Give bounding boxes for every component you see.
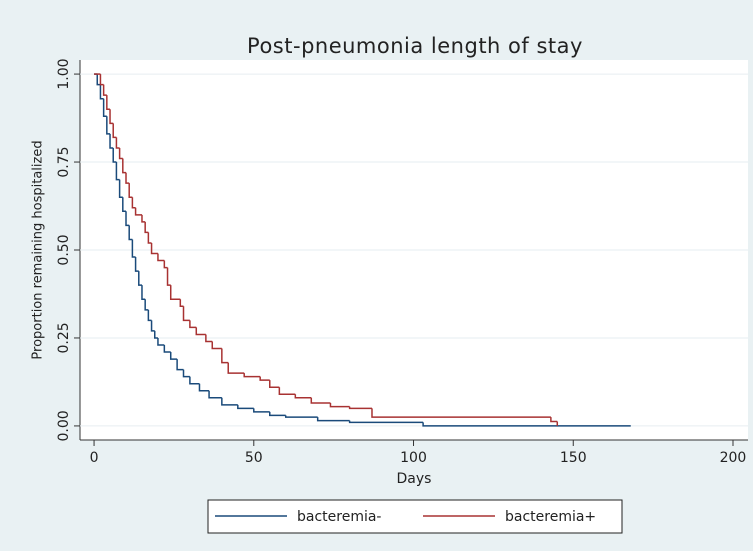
step-segment bbox=[294, 394, 312, 399]
step-segment bbox=[125, 172, 130, 184]
step-segment bbox=[422, 422, 631, 427]
step-segment bbox=[163, 260, 168, 269]
step-segment bbox=[278, 387, 296, 396]
step-segment bbox=[189, 376, 200, 385]
step-segment bbox=[157, 337, 165, 346]
step-segment bbox=[125, 211, 130, 227]
step-segment bbox=[237, 404, 254, 410]
step-segment bbox=[131, 197, 136, 209]
y-tick-label: 0.75 bbox=[56, 146, 72, 177]
step-segment bbox=[157, 253, 165, 262]
step-segment bbox=[112, 123, 117, 139]
step-segment bbox=[259, 376, 270, 381]
step-segment bbox=[134, 207, 142, 216]
step-segment bbox=[243, 373, 261, 378]
step-segment bbox=[550, 417, 558, 423]
step-segment bbox=[205, 334, 213, 343]
step-segment bbox=[211, 341, 222, 350]
step-segment bbox=[150, 320, 155, 332]
step-segment bbox=[221, 348, 229, 364]
step-segment bbox=[166, 267, 171, 286]
step-segment bbox=[329, 403, 350, 408]
step-segment bbox=[189, 320, 197, 329]
x-tick-label: 100 bbox=[400, 450, 427, 466]
step-segment bbox=[144, 221, 149, 234]
step-segment bbox=[122, 197, 127, 213]
step-segment bbox=[348, 420, 424, 424]
step-segment bbox=[310, 397, 331, 404]
step-segment bbox=[109, 133, 114, 149]
step-segment bbox=[115, 162, 120, 181]
step-segment bbox=[195, 327, 206, 336]
legend-label: bacteremia- bbox=[297, 509, 382, 525]
step-segment bbox=[169, 285, 181, 301]
step-segment bbox=[106, 116, 111, 135]
step-segment bbox=[147, 309, 152, 322]
y-tick-label: 0.50 bbox=[56, 234, 72, 265]
step-segment bbox=[154, 330, 158, 339]
step-segment bbox=[106, 95, 111, 111]
y-tick-label: 0.25 bbox=[56, 322, 72, 353]
step-segment bbox=[115, 137, 120, 149]
step-segment bbox=[371, 408, 551, 418]
step-segment bbox=[163, 345, 171, 353]
legend-label: bacteremia+ bbox=[505, 509, 596, 525]
step-segment bbox=[150, 242, 158, 255]
step-segment bbox=[138, 271, 142, 286]
step-segment bbox=[128, 225, 133, 241]
x-axis-label: Days bbox=[397, 471, 432, 487]
step-segment bbox=[348, 406, 372, 410]
step-segment bbox=[144, 299, 149, 311]
x-tick-label: 200 bbox=[720, 450, 747, 466]
step-segment bbox=[141, 285, 146, 301]
step-segment bbox=[102, 98, 107, 118]
step-segment bbox=[147, 232, 152, 244]
step-segment bbox=[253, 408, 270, 413]
step-segment bbox=[198, 383, 210, 392]
step-segment bbox=[227, 362, 245, 374]
step-segment bbox=[128, 183, 133, 198]
step-segment bbox=[122, 158, 127, 174]
step-segment bbox=[118, 179, 123, 198]
step-segment bbox=[169, 352, 178, 360]
step-segment bbox=[316, 417, 350, 422]
step-segment bbox=[109, 109, 114, 125]
y-axis-label: Proportion remaining hospitalized bbox=[31, 140, 46, 359]
step-segment bbox=[182, 306, 190, 322]
step-segment bbox=[134, 257, 139, 272]
step-segment bbox=[208, 390, 222, 399]
step-segment bbox=[269, 411, 286, 417]
step-segment bbox=[182, 369, 190, 378]
y-tick-label: 1.00 bbox=[56, 58, 72, 89]
step-segment bbox=[102, 84, 107, 96]
step-segment bbox=[96, 74, 101, 86]
chart-title: Post-pneumonia length of stay bbox=[247, 34, 583, 58]
step-segment bbox=[269, 380, 280, 388]
x-tick-label: 50 bbox=[245, 450, 263, 466]
x-tick-label: 0 bbox=[90, 450, 99, 466]
step-segment bbox=[99, 74, 104, 86]
step-segment bbox=[141, 214, 146, 223]
step-segment bbox=[176, 359, 184, 371]
step-segment bbox=[112, 147, 117, 163]
step-segment bbox=[131, 239, 136, 258]
step-segment bbox=[221, 397, 238, 406]
step-segment bbox=[179, 299, 184, 308]
step-segment bbox=[284, 415, 318, 418]
y-tick-label: 0.00 bbox=[56, 410, 72, 441]
step-segment bbox=[99, 84, 104, 100]
step-segment bbox=[118, 147, 123, 160]
x-tick-label: 150 bbox=[560, 450, 587, 466]
